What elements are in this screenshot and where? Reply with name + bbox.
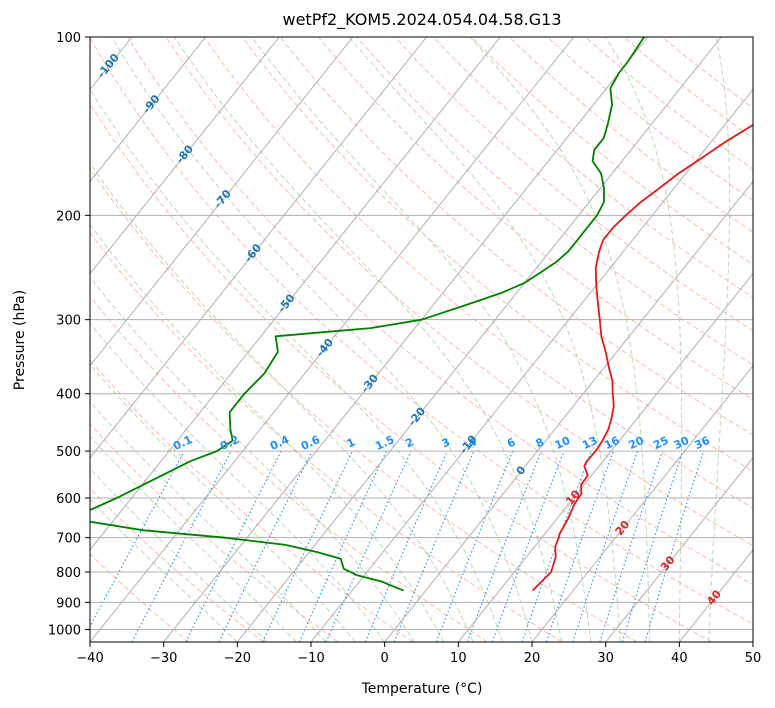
x-axis: −40 −30 −20 −10 0 10 20 30 40 50 — [76, 642, 761, 666]
mixing-ratio-line — [599, 450, 663, 642]
mixing-ratio-line — [621, 450, 684, 642]
x-tick-label: −40 — [76, 651, 103, 666]
grid-lines — [90, 37, 753, 642]
isotherm-line — [310, 88, 753, 642]
y-tick-label: 1000 — [48, 623, 81, 638]
isotherm-line — [531, 364, 753, 642]
mixing-ratio-label: 25 — [651, 434, 670, 452]
y-tick-label: 400 — [56, 388, 81, 403]
mixing-ratio-line — [185, 450, 282, 642]
dry-adiabat — [165, 37, 753, 547]
x-tick-label: 10 — [450, 651, 467, 666]
isotherm-line — [90, 37, 280, 275]
y-tick-label: 600 — [56, 492, 81, 507]
x-tick-label: 30 — [597, 651, 614, 666]
isotherm-line — [90, 37, 207, 183]
dry-adiabat — [317, 37, 753, 401]
dry-adiabat — [470, 37, 753, 266]
y-axis-label: Pressure (hPa) — [12, 290, 28, 390]
dry-adiabat — [241, 37, 753, 472]
dry-adiabat — [90, 102, 712, 642]
moist-adiabat — [251, 37, 592, 642]
dry-adiabat — [127, 37, 753, 585]
mixing-ratio-label: 16 — [602, 434, 622, 452]
plot-frame — [89, 36, 754, 643]
moist-adiabat — [90, 468, 268, 642]
moist-adiabat — [90, 363, 356, 642]
mixing-ratio-line — [491, 450, 565, 642]
isotherm-line — [457, 272, 753, 642]
mixing-ratio-line — [90, 450, 185, 628]
x-axis-label: Temperature (°C) — [361, 681, 483, 697]
mixing-ratio-label: 36 — [692, 434, 712, 452]
dry-adiabat — [90, 295, 488, 642]
moist-adiabat — [90, 322, 386, 642]
mixing-ratio-line — [364, 450, 448, 642]
dry-adiabat — [546, 37, 753, 201]
mixing-ratio-label: 20 — [627, 434, 647, 452]
isotherm-line — [90, 37, 354, 367]
dry-adiabat — [584, 37, 753, 170]
y-tick-label: 700 — [56, 532, 81, 547]
x-tick-label: 20 — [524, 651, 541, 666]
y-tick-label: 200 — [56, 209, 81, 224]
mixing-ratio-line — [521, 450, 592, 642]
isotherm-line — [384, 180, 753, 642]
y-tick-label: 100 — [56, 31, 81, 46]
x-tick-label: 0 — [381, 651, 389, 666]
mixing-ratio-line — [466, 450, 542, 642]
x-tick-label: −30 — [150, 651, 177, 666]
series-lines — [90, 37, 753, 592]
y-tick-label: 500 — [56, 445, 81, 460]
y-tick-label: 300 — [56, 314, 81, 329]
isotherm-line — [163, 37, 649, 642]
mixing-ratio-label: 13 — [580, 434, 599, 452]
y-tick-label: 800 — [56, 566, 81, 581]
dry-adiabat — [394, 37, 753, 332]
isotherm-line — [605, 457, 753, 642]
dry-adiabat — [355, 37, 753, 366]
mixing-ratio-line — [545, 450, 614, 642]
moist-adiabat — [90, 435, 297, 642]
moist-adiabat — [469, 37, 651, 642]
isotherm-line — [90, 37, 501, 551]
moist-adiabat — [90, 162, 474, 642]
y-tick-label: 900 — [56, 596, 81, 611]
moist-adiabat — [348, 37, 621, 642]
mixing-ratio-label: 30 — [672, 434, 692, 452]
x-tick-label: −10 — [297, 651, 324, 666]
chart-title: wetPf2_KOM5.2024.054.04.58.G13 — [282, 10, 561, 30]
isotherm-line — [90, 37, 575, 642]
mixing-ratio-line — [325, 450, 412, 642]
x-tick-label: 40 — [671, 651, 688, 666]
x-tick-label: −20 — [224, 651, 251, 666]
dry-adiabat — [90, 359, 414, 642]
moist-adiabat — [708, 37, 731, 642]
moist-adiabat — [90, 88, 503, 642]
mixing-ratio-line — [572, 450, 639, 642]
moist-adiabat — [110, 37, 533, 642]
mixing-ratio-line — [435, 450, 514, 642]
dewpoint-profile-line — [90, 37, 645, 592]
isotherm-line — [90, 37, 428, 459]
dry-adiabat — [90, 423, 339, 642]
mixing-ratio-label: 10 — [553, 434, 573, 452]
dry-adiabat — [203, 37, 753, 509]
isotherm-line — [236, 37, 722, 642]
y-axis: 100 200 300 400 500 600 700 800 900 1000 — [48, 31, 90, 638]
moist-adiabat — [90, 401, 327, 642]
x-tick-label: 50 — [745, 651, 762, 666]
moist-adiabat — [90, 223, 445, 642]
temperature-profile-line — [531, 123, 753, 592]
moist-adiabat — [173, 37, 562, 642]
moist-adiabat — [604, 37, 683, 642]
dry-adiabat — [90, 37, 753, 625]
